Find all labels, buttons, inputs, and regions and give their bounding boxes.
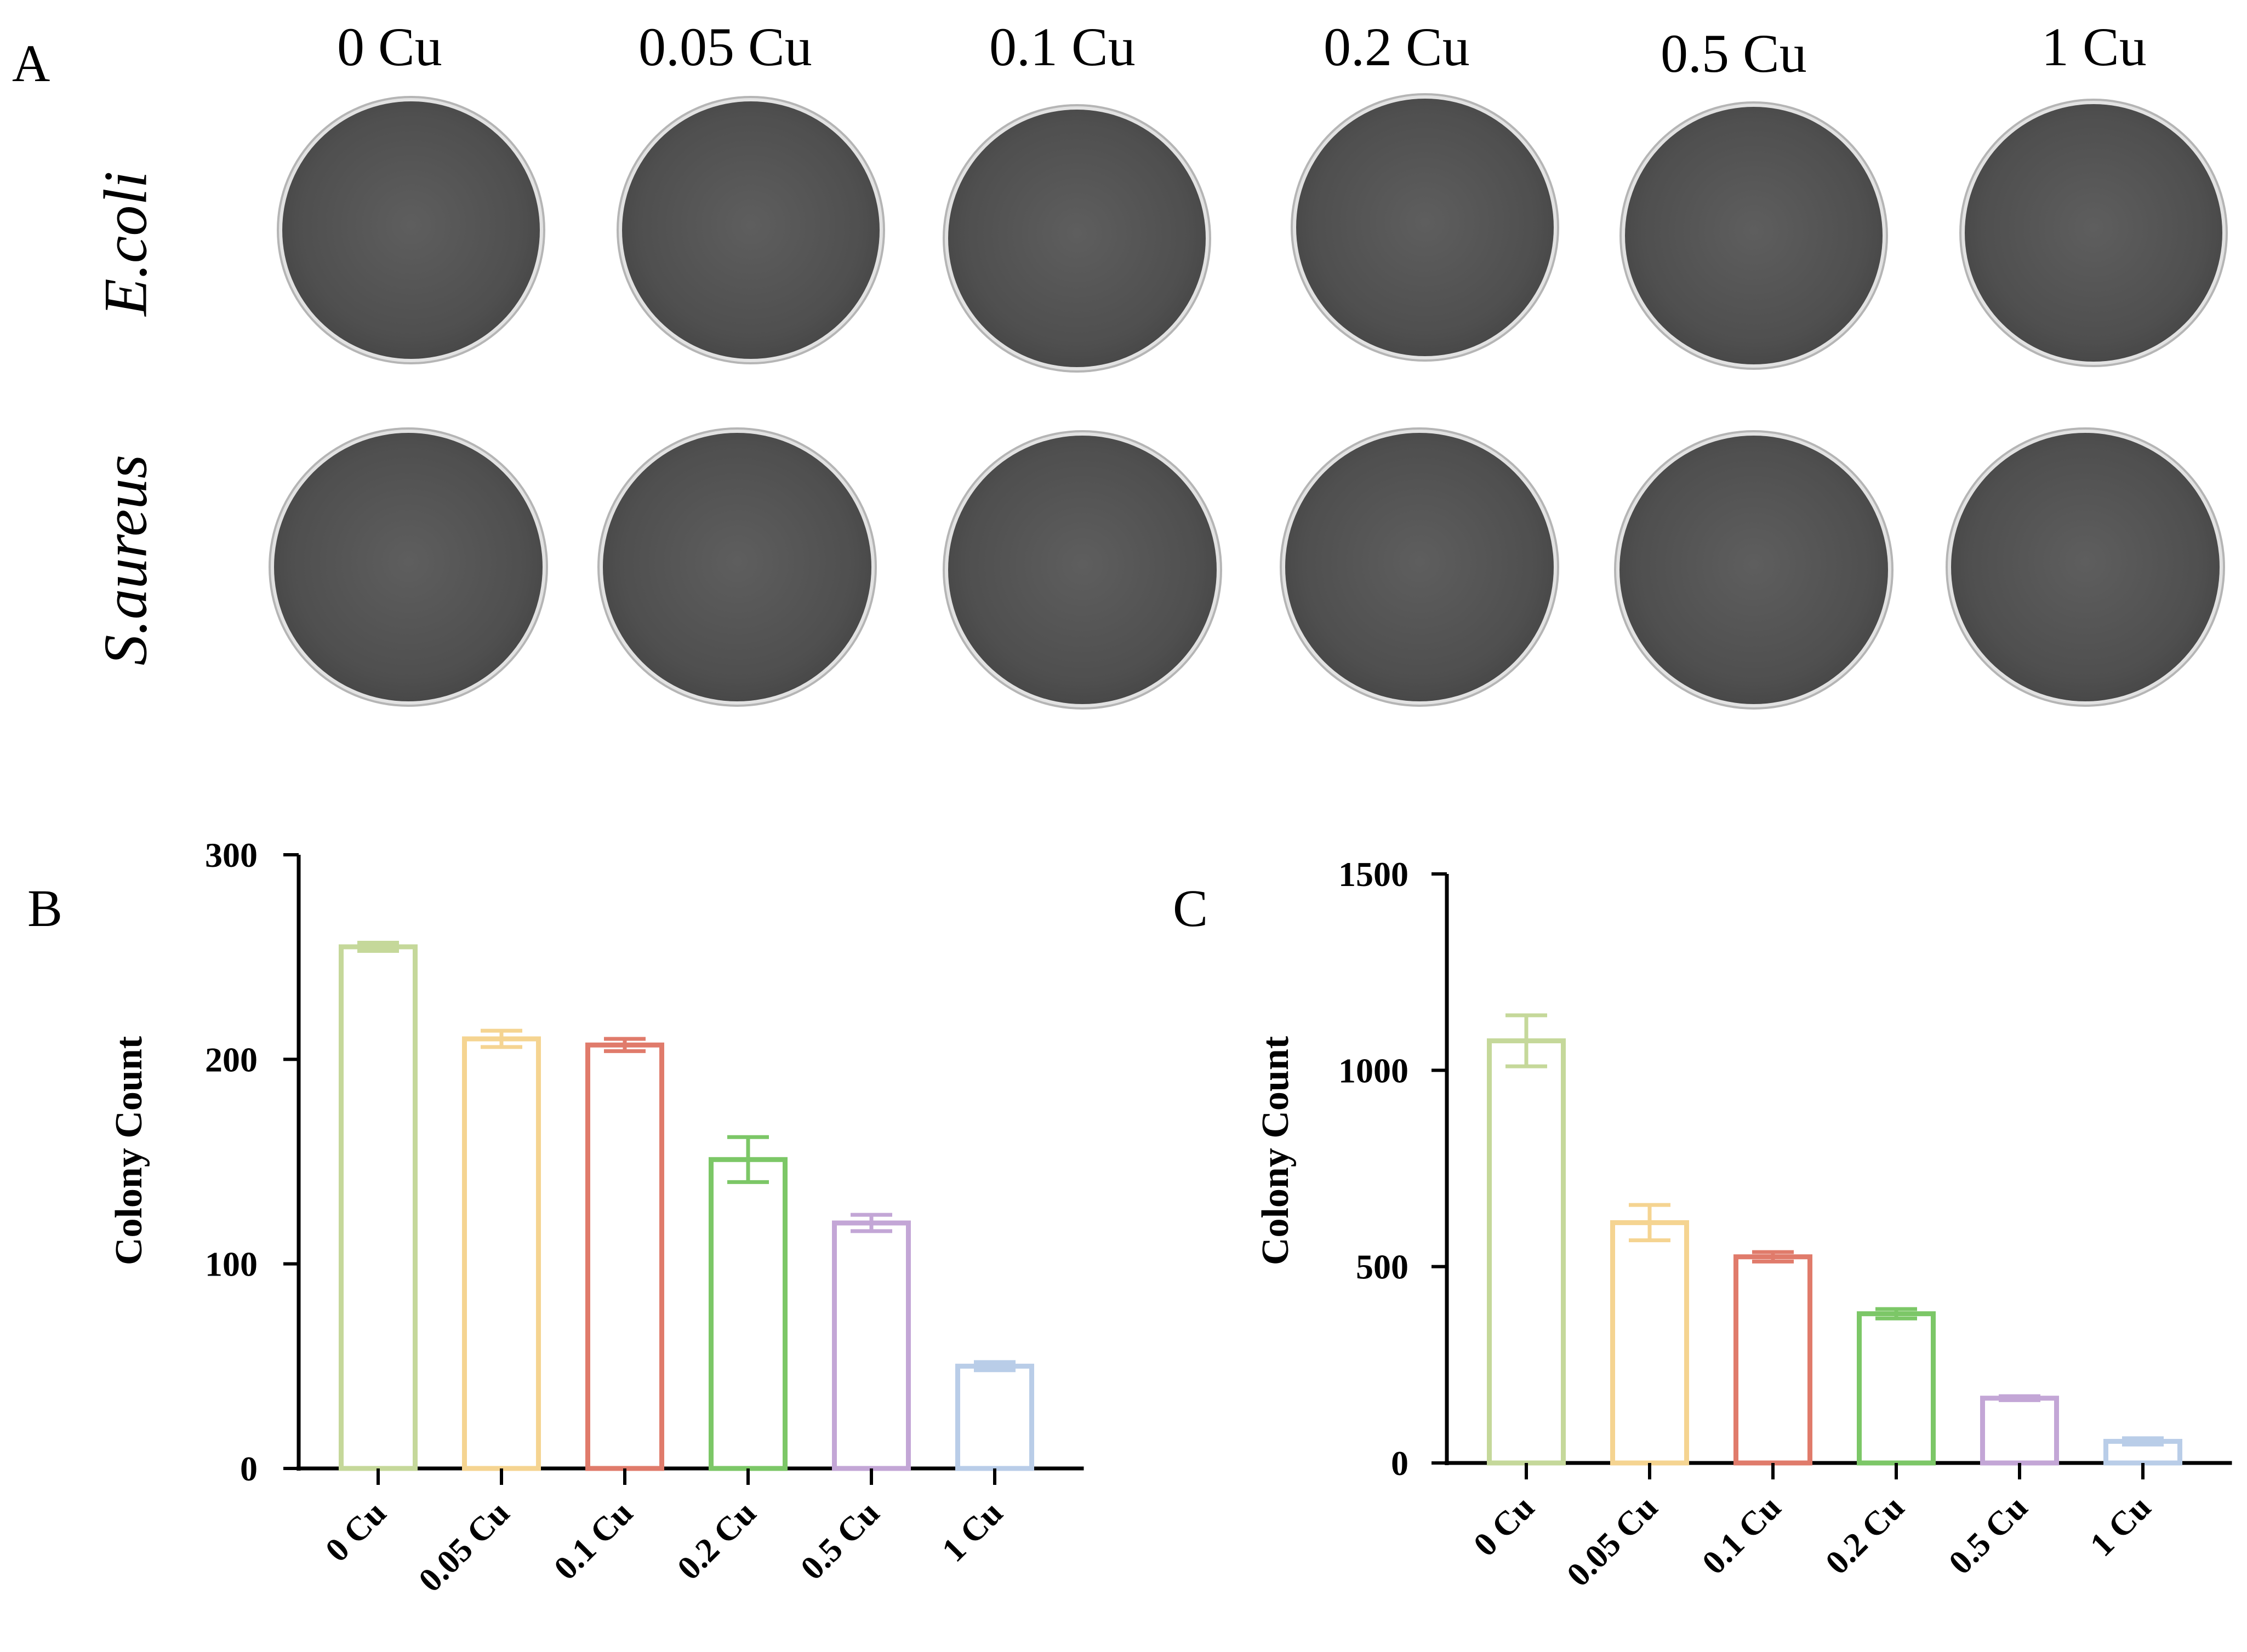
column-label-1cu: 1 Cu	[2041, 16, 2147, 77]
x-tick-label: 0.2 Cu	[670, 1494, 763, 1587]
x-tick-label: 0.5 Cu	[1942, 1489, 2035, 1582]
x-tick-label: 0.1 Cu	[547, 1494, 640, 1587]
bar	[1733, 1254, 1812, 1466]
culture-plate-saureus-05cu	[1619, 436, 1888, 704]
bar	[1857, 1311, 1936, 1466]
x-tick-label: 1 Cu	[935, 1494, 1010, 1569]
chart-panel-c: C 0 500 1000 1500 Colony Count 0 Cu 0.05 Cu 0.1 …	[1173, 855, 2232, 1594]
culture-plate-saureus-005cu	[603, 433, 871, 701]
y-tick-label: 500	[1356, 1248, 1408, 1287]
x-tick-label: 0.05 Cu	[1560, 1489, 1665, 1594]
culture-plate-saureus-0cu	[274, 433, 543, 701]
column-label-02cu: 0.2 Cu	[1324, 16, 1470, 77]
chart-panel-b: B 0 100 200 300 Colony Count 0 Cu 0.05 Cu 0.1 Cu…	[27, 836, 1084, 1599]
x-tick-label: 0.2 Cu	[1818, 1489, 1912, 1582]
bar	[709, 1157, 788, 1471]
panel-letter-a: A	[12, 34, 50, 93]
x-tick-label: 0.05 Cu	[412, 1494, 517, 1599]
culture-plate-ecoli-01cu	[948, 110, 1206, 367]
y-tick-label: 0	[240, 1449, 258, 1488]
culture-plate-ecoli-0cu	[282, 101, 540, 359]
y-tick-label: 0	[1391, 1444, 1408, 1483]
culture-plate-saureus-1cu	[1951, 433, 2220, 701]
bar	[1980, 1396, 2059, 1466]
y-tick-label: 300	[205, 836, 258, 874]
x-tick-label: 0.5 Cu	[794, 1494, 887, 1587]
y-axis-label: Colony Count	[1254, 1036, 1297, 1265]
panel-letter-b: B	[27, 879, 62, 938]
y-tick-label: 100	[205, 1245, 258, 1284]
column-label-005cu: 0.05 Cu	[638, 16, 812, 77]
culture-plate-saureus-01cu	[948, 436, 1217, 704]
culture-plate-ecoli-1cu	[1965, 104, 2222, 362]
x-tick-label: 0 Cu	[318, 1494, 393, 1569]
x-tick-label: 0 Cu	[1467, 1489, 1542, 1564]
y-tick-label: 200	[205, 1040, 258, 1079]
column-label-05cu: 0.5 Cu	[1661, 23, 1807, 84]
y-axis-label: Colony Count	[108, 1036, 150, 1265]
culture-plate-ecoli-05cu	[1625, 107, 1883, 364]
bar	[585, 1042, 664, 1471]
column-label-0cu: 0 Cu	[337, 16, 442, 77]
x-tick-label: 0.1 Cu	[1695, 1489, 1788, 1582]
bar	[339, 944, 418, 1471]
y-tick-label: 1000	[1338, 1051, 1408, 1090]
culture-plate-ecoli-02cu	[1296, 99, 1554, 356]
bar	[955, 1363, 1034, 1471]
y-tick-label: 1500	[1338, 855, 1408, 894]
bar	[462, 1036, 541, 1471]
culture-plate-ecoli-005cu	[622, 101, 880, 359]
panel-letter-c: C	[1173, 879, 1208, 938]
culture-plate-saureus-02cu	[1285, 433, 1554, 701]
column-label-01cu: 0.1 Cu	[989, 16, 1136, 77]
bar	[1610, 1220, 1689, 1466]
bar	[832, 1220, 911, 1471]
x-tick-label: 1 Cu	[2083, 1489, 2158, 1564]
bar	[1487, 1038, 1566, 1466]
